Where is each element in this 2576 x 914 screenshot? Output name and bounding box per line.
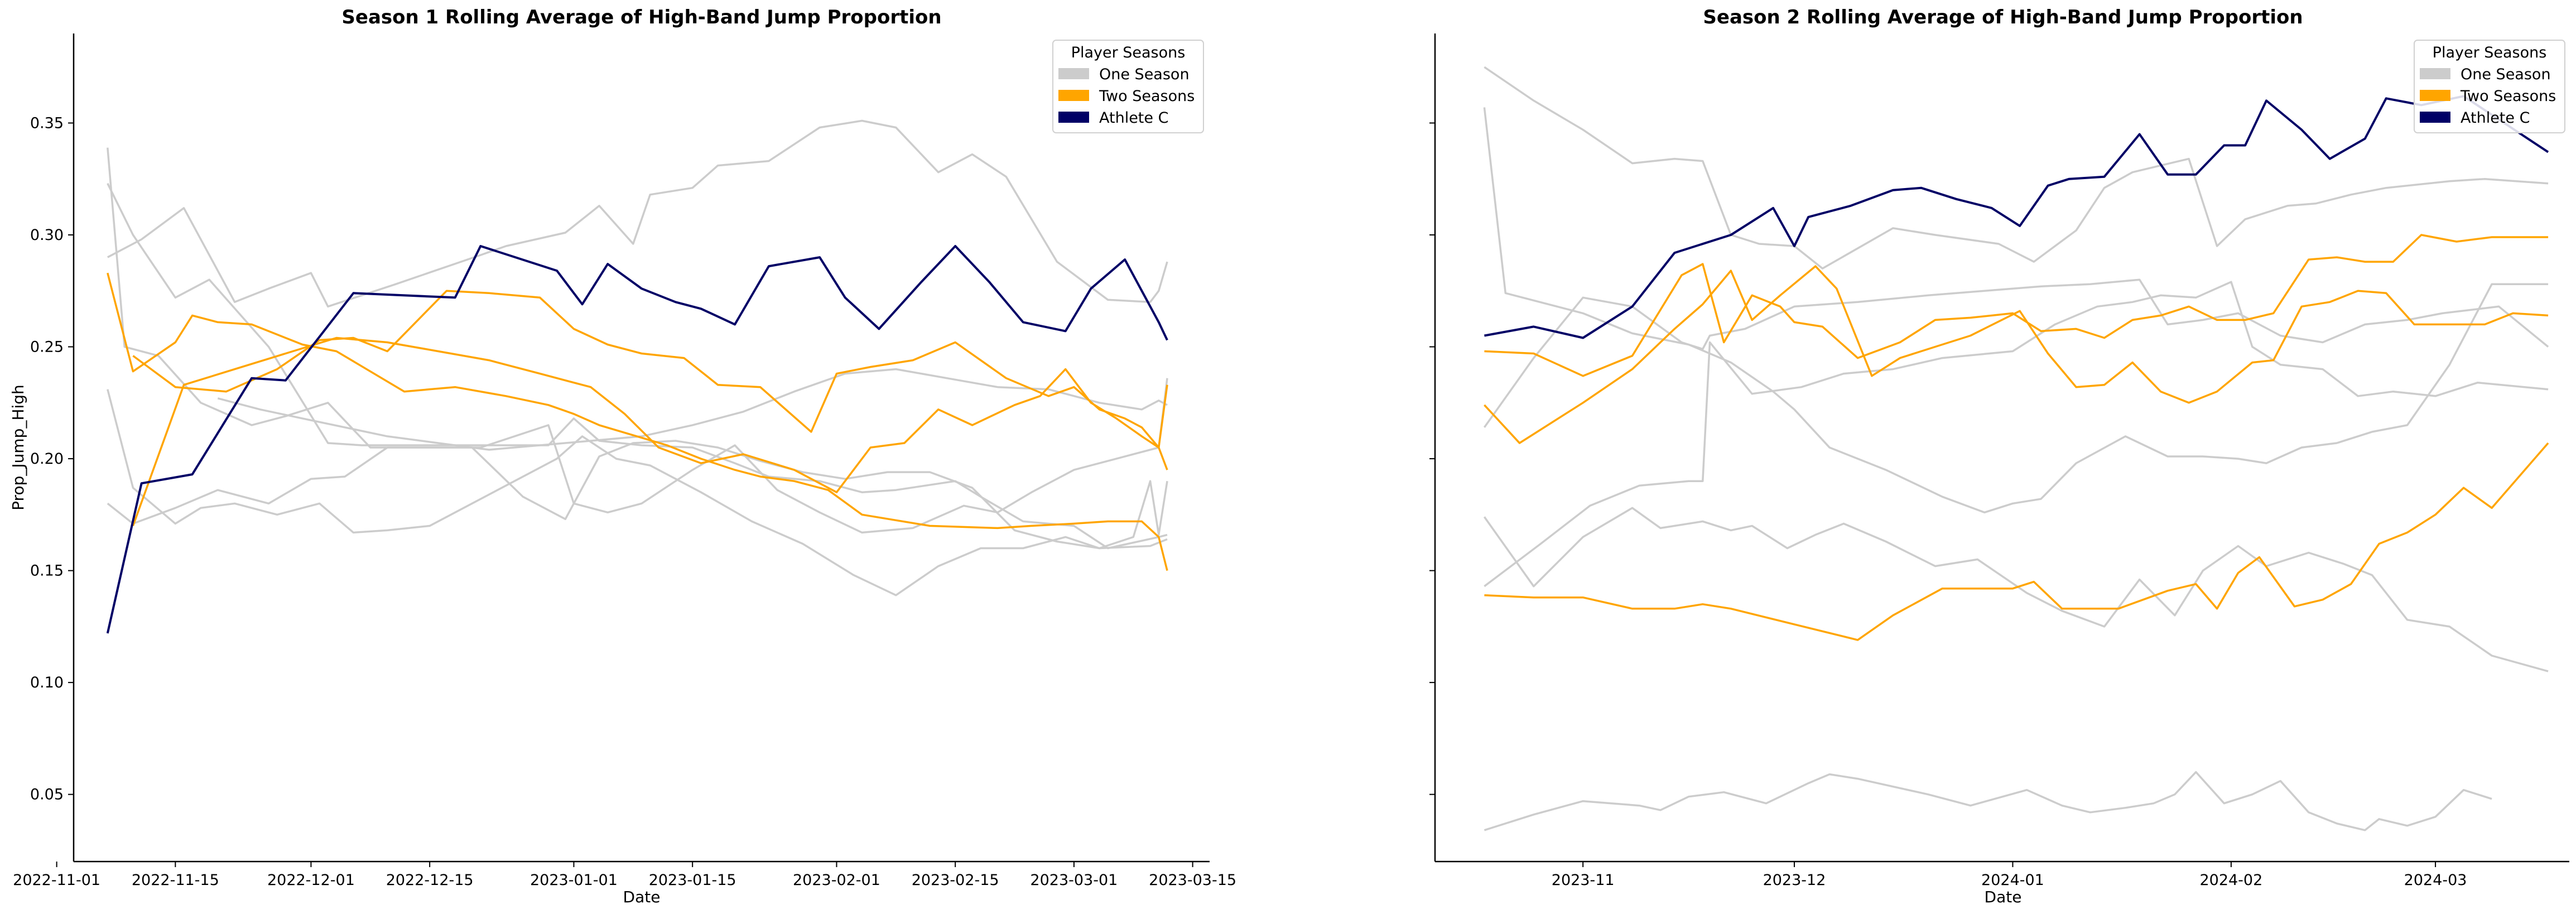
y-tick-label: 0.25 bbox=[30, 339, 64, 356]
y-tick-label: 0.15 bbox=[30, 562, 64, 580]
legend: Player Seasons One Season Two Seasons At… bbox=[2414, 40, 2565, 133]
series-line-one-season-3 bbox=[107, 440, 1168, 550]
y-tick-label: 0.30 bbox=[30, 227, 64, 244]
series-line-one-season-0 bbox=[107, 119, 1168, 308]
x-tick-label: 2023-01-01 bbox=[530, 872, 618, 889]
legend-entry-one-season: One Season bbox=[1099, 66, 1190, 83]
chart-title: Season 2 Rolling Average of High-Band Ju… bbox=[1703, 6, 2303, 28]
x-tick-label: 2023-02-01 bbox=[793, 872, 880, 889]
series-line-one-season-0 bbox=[1484, 66, 2549, 270]
y-tick-label: 0.20 bbox=[30, 450, 64, 468]
series-line-one-season-1 bbox=[107, 182, 1168, 550]
x-axis-label: Date bbox=[1985, 888, 2022, 906]
x-tick-label: 2023-12 bbox=[1763, 872, 1826, 889]
chart-season-2: Season 2 Rolling Average of High-Band Ju… bbox=[1429, 6, 2569, 906]
x-tick-label: 2022-12-15 bbox=[386, 872, 474, 889]
x-tick-label: 2022-12-01 bbox=[267, 872, 355, 889]
x-tick-label: 2024-01 bbox=[1981, 872, 2044, 889]
legend-swatch-two-seasons bbox=[2420, 90, 2450, 101]
legend-title: Player Seasons bbox=[1071, 44, 1186, 61]
legend-entry-two-seasons: Two Seasons bbox=[1099, 88, 1195, 105]
legend-entry-athlete-c: Athlete C bbox=[2461, 109, 2530, 127]
series-line-one-season-4 bbox=[107, 389, 1168, 596]
series-line-one-season-3 bbox=[1484, 281, 2549, 588]
series-line-one-season-2 bbox=[107, 147, 1168, 534]
series-line-one-season-4 bbox=[1483, 507, 2549, 672]
legend-entry-one-season: One Season bbox=[2461, 66, 2551, 83]
legend-frame bbox=[1052, 40, 1204, 133]
series-line-two-seasons-8 bbox=[1484, 442, 2549, 641]
legend-frame bbox=[2414, 40, 2565, 133]
legend-title: Player Seasons bbox=[2433, 44, 2547, 61]
x-tick-label: 2023-01-15 bbox=[649, 872, 736, 889]
x-tick-label: 2024-03 bbox=[2404, 872, 2467, 889]
legend-swatch-two-seasons bbox=[1058, 90, 1089, 101]
x-axis-label: Date bbox=[623, 888, 661, 906]
y-tick-label: 0.10 bbox=[30, 674, 64, 691]
legend-entry-athlete-c: Athlete C bbox=[1099, 109, 1168, 127]
y-axis-label: Prop_Jump_High bbox=[9, 384, 27, 511]
series-line-two-seasons-7 bbox=[1484, 265, 2549, 444]
series-line-athlete-c-9 bbox=[1484, 95, 2549, 339]
x-tick-label: 2023-03-15 bbox=[1149, 872, 1236, 889]
y-tick-label: 0.05 bbox=[30, 786, 64, 804]
series-line-athlete-c-9 bbox=[106, 245, 1168, 634]
series-line-one-season-2 bbox=[1483, 278, 2549, 428]
legend-swatch-athlete-c bbox=[1058, 112, 1089, 123]
x-tick-label: 2024-02 bbox=[2199, 872, 2262, 889]
series-line-one-season-5 bbox=[1484, 771, 2492, 831]
x-tick-label: 2022-11-15 bbox=[132, 872, 219, 889]
series-line-two-seasons-8 bbox=[132, 336, 1168, 526]
legend-entry-two-seasons: Two Seasons bbox=[2460, 88, 2556, 105]
legend-swatch-athlete-c bbox=[2420, 112, 2450, 123]
x-tick-label: 2022-11-01 bbox=[13, 872, 100, 889]
y-tick-label: 0.35 bbox=[30, 114, 64, 132]
legend-swatch-one-season bbox=[1058, 68, 1089, 79]
series-line-two-seasons-6 bbox=[107, 272, 1168, 571]
x-tick-label: 2023-03-01 bbox=[1030, 872, 1118, 889]
chart-title: Season 1 Rolling Average of High-Band Ju… bbox=[341, 6, 941, 28]
series-line-one-season-5 bbox=[217, 368, 1168, 451]
legend-swatch-one-season bbox=[2420, 68, 2450, 79]
series-line-two-seasons-7 bbox=[132, 290, 1168, 449]
x-tick-label: 2023-02-15 bbox=[912, 872, 999, 889]
x-tick-label: 2023-11 bbox=[1552, 872, 1615, 889]
chart-season-1: Season 1 Rolling Average of High-Band Ju… bbox=[9, 6, 1236, 906]
series-line-one-season-1 bbox=[1483, 107, 2549, 514]
series-line-two-seasons-6 bbox=[1484, 234, 2549, 377]
legend: Player Seasons One Season Two Seasons At… bbox=[1052, 40, 1204, 133]
